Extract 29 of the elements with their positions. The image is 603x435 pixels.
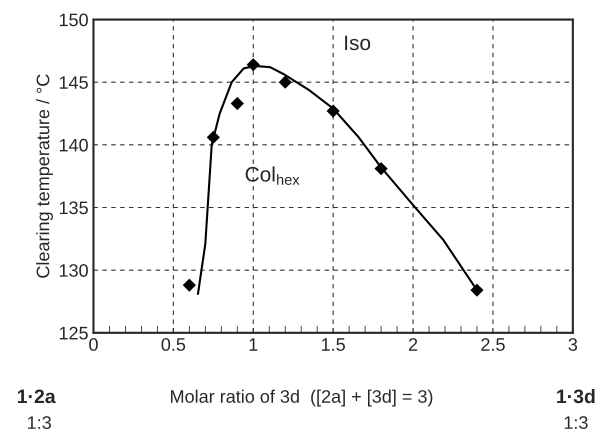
x-tick-label: 1 (250, 338, 258, 351)
point (470, 284, 484, 297)
x-axis-title: Molar ratio of 3d ([2a] + [3d] = 3) (171, 390, 432, 406)
text: 1·2a (18, 389, 56, 404)
y-tick-label: 145 (60, 76, 88, 89)
point (326, 104, 340, 118)
y-tick-label: 150 (60, 14, 88, 26)
text: 1:3 (28, 416, 51, 429)
y-tick-label: 135 (60, 201, 88, 214)
point (206, 130, 220, 144)
point (182, 278, 196, 292)
x-tick-label: 0.5 (162, 338, 186, 351)
point (278, 76, 292, 89)
point (246, 58, 260, 72)
x-tick-label: 3 (568, 338, 578, 351)
point (230, 96, 244, 110)
x-tick-label: 2.5 (481, 338, 505, 351)
y-tick-label: 125 (60, 326, 88, 340)
x-tick-label: 1.5 (322, 338, 345, 351)
text: 1:3 (564, 416, 588, 429)
y-axis-title: Clearing temperature / °C (36, 74, 53, 278)
y-tick-label: 130 (60, 264, 88, 277)
text: 1·3d (557, 388, 595, 404)
point (374, 162, 388, 176)
x-tick-label: 0 (89, 338, 98, 351)
y-tick-label: 140 (60, 138, 88, 152)
x-tick-label: 2 (408, 338, 418, 351)
annotation: Col$_{hex}$ (246, 166, 300, 185)
annotation: Iso (345, 36, 370, 50)
